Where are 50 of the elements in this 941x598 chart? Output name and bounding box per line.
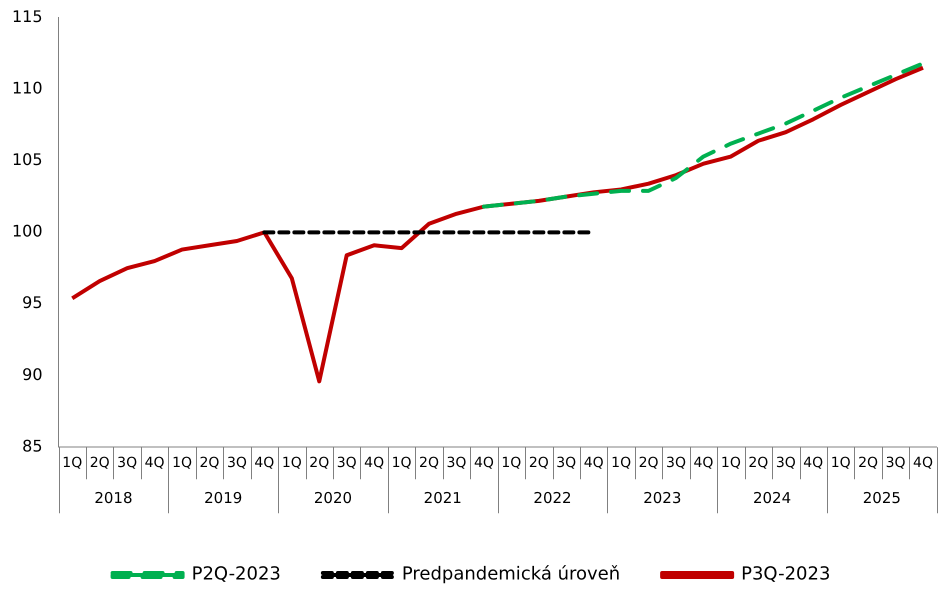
x-tick-label: 3Q	[336, 455, 357, 472]
x-tick-label: 4Q	[364, 455, 384, 472]
x-tick-label: 1Q	[611, 455, 632, 472]
y-tick-label: 115	[12, 6, 43, 26]
text: 2024	[752, 489, 792, 508]
x-tick-label: 2Q	[858, 455, 878, 472]
x-tick-label: 4Q	[474, 455, 494, 472]
x-tick-label: 2Q	[309, 455, 330, 472]
y-tick-label: 105	[12, 150, 43, 169]
x-tick-label: 2Q	[748, 455, 768, 472]
text: 2022	[533, 489, 572, 508]
x-tick-label: 2Q	[200, 455, 220, 472]
x-tick-label: 4Q	[693, 455, 714, 472]
x-tick-label: 3Q	[226, 455, 247, 472]
y-tick-label: 85	[22, 436, 43, 456]
x-tick-label: 3Q	[666, 455, 686, 472]
x-tick-label: 1Q	[62, 455, 82, 472]
text: 2020	[314, 489, 352, 508]
legend-label: P2Q-2023	[192, 564, 281, 585]
y-tick-label: 90	[22, 364, 43, 384]
legend-label: P3Q-2023	[741, 564, 830, 585]
x-tick-label: 4Q	[584, 455, 604, 472]
y-tick-label: 95	[22, 293, 43, 312]
x-tick-label: 4Q	[254, 455, 274, 472]
x-tick-label: 2Q	[638, 455, 659, 472]
x-tick-label: 3Q	[776, 455, 796, 472]
x-tick-label: 1Q	[172, 455, 192, 472]
legend-label: Predpandemická úroveň	[402, 564, 620, 585]
text: 2018	[94, 489, 133, 508]
x-tick-label: 3Q	[446, 455, 466, 472]
text: 2025	[862, 489, 901, 508]
x-tick-label: 4Q	[803, 455, 824, 472]
x-tick-label: 1Q	[720, 455, 741, 472]
x-tick-label: 4Q	[913, 455, 933, 472]
x-tick-label: 2Q	[528, 455, 549, 472]
x-tick-label: 1Q	[282, 455, 302, 472]
x-tick-label: 1Q	[830, 455, 851, 472]
text: 2019	[204, 489, 242, 508]
x-tick-label: 3Q	[117, 455, 138, 472]
x-tick-label: 2Q	[90, 455, 110, 472]
x-tick-label: 3Q	[556, 455, 576, 472]
x-tick-label: 1Q	[392, 455, 412, 472]
text: 2023	[643, 489, 682, 508]
text: 2021	[424, 489, 462, 508]
x-tick-label: 1Q	[501, 455, 522, 472]
y-tick-label: 110	[12, 78, 43, 98]
x-tick-label: 3Q	[886, 455, 906, 472]
y-tick-label: 100	[12, 222, 43, 241]
x-tick-label: 4Q	[144, 455, 165, 472]
x-tick-label: 2Q	[419, 455, 439, 472]
